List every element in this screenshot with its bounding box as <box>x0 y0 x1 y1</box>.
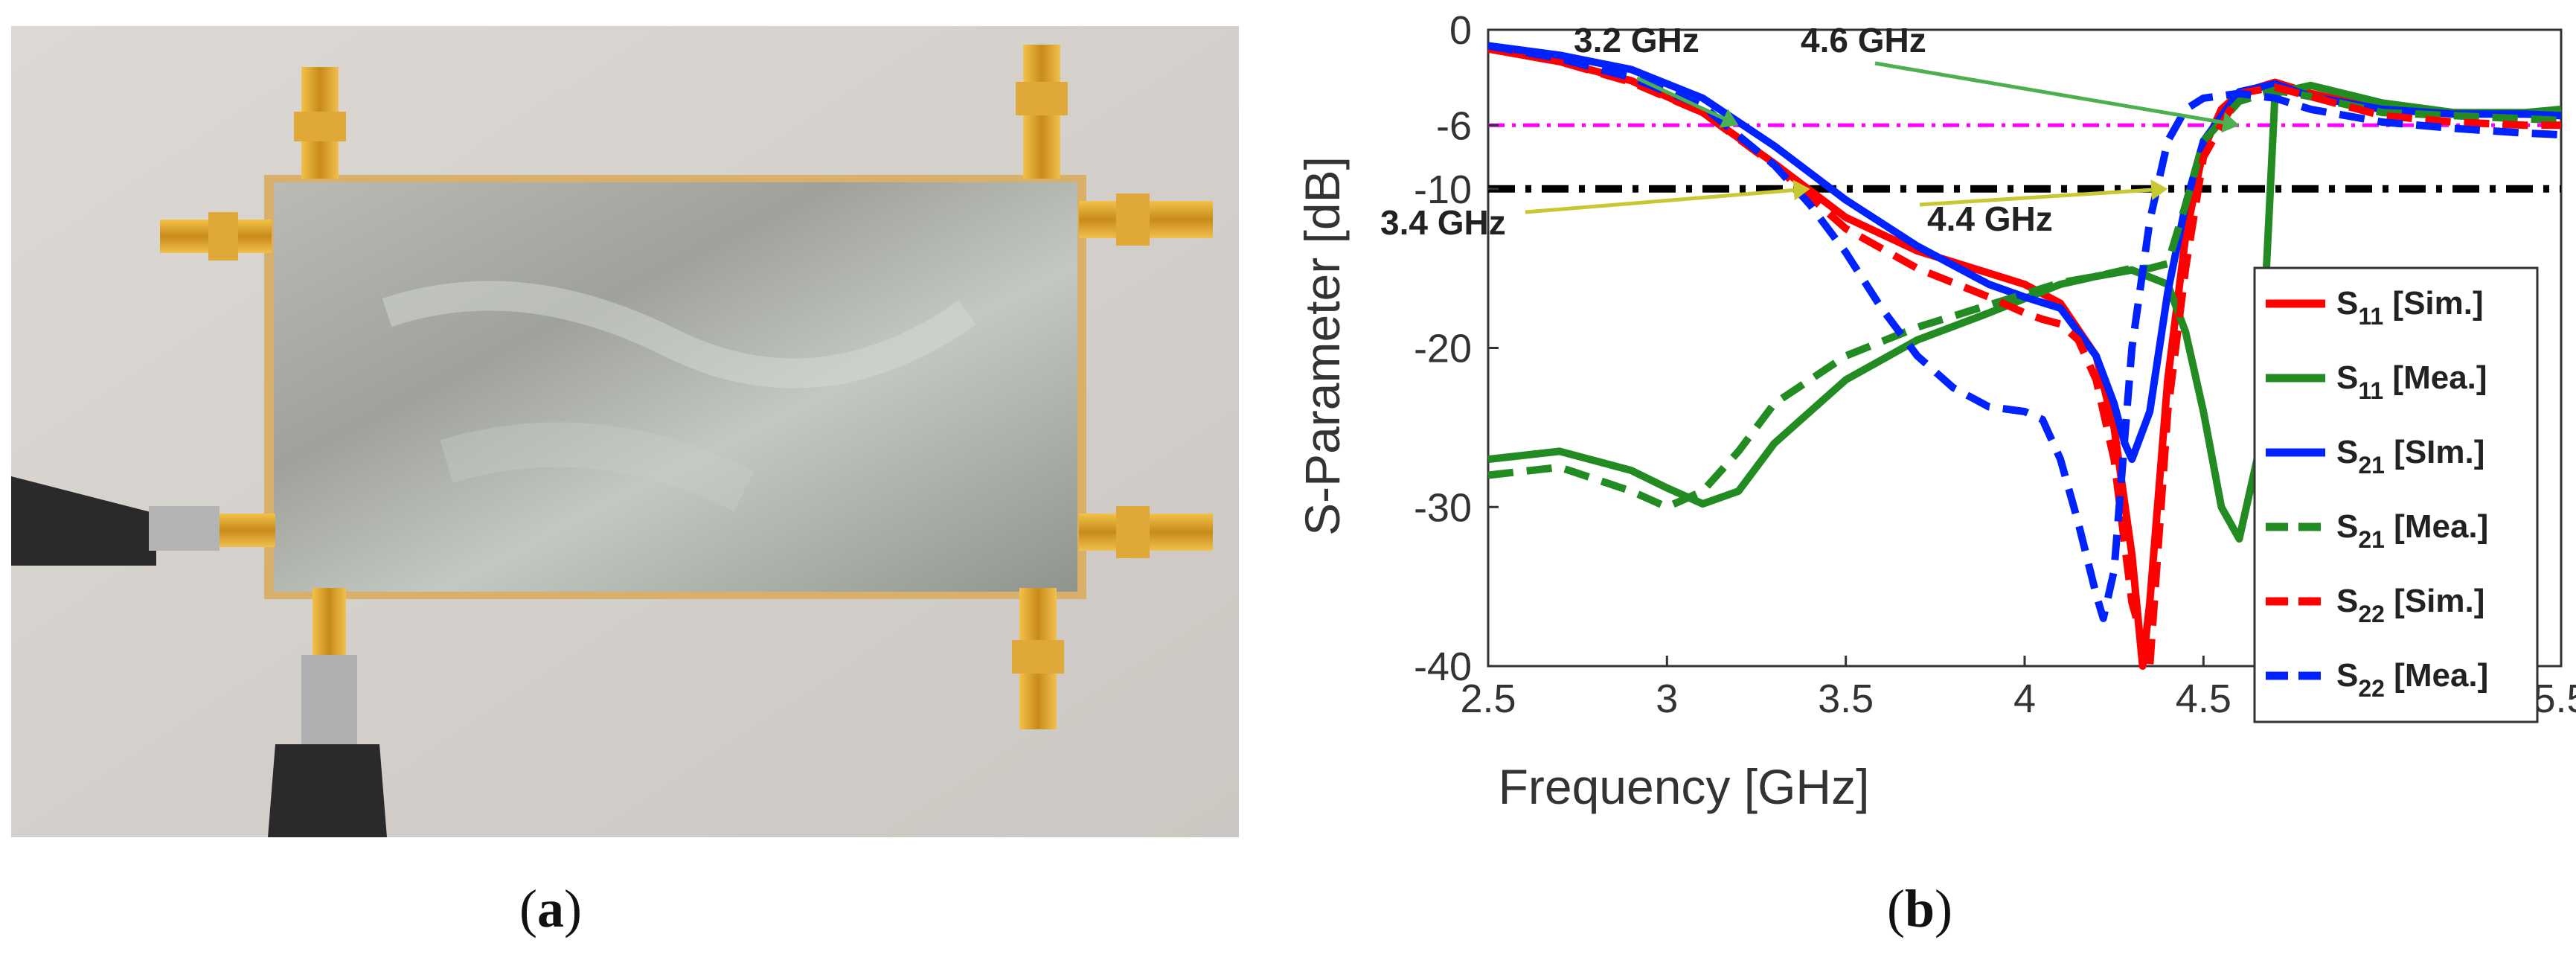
sma-connector-top-left <box>294 67 346 179</box>
x-tick-label: 5.5 <box>2533 677 2576 721</box>
legend-entry: S11 [Mea.] <box>2336 359 2487 404</box>
y-tick-label: -6 <box>1436 103 1472 148</box>
annotation-arrow <box>1635 76 1725 121</box>
y-tick-label: -40 <box>1414 645 1472 689</box>
x-tick-label: 3.5 <box>1818 677 1874 721</box>
x-tick-label: 3 <box>1656 677 1678 721</box>
caption-a: (a) <box>519 879 582 938</box>
device-photo-panel <box>0 0 1250 848</box>
sma-connector-right-lower <box>1079 506 1213 558</box>
y-tick-label: -20 <box>1414 327 1472 371</box>
sma-connector-left-upper <box>160 212 272 260</box>
legend-box <box>2253 266 2539 723</box>
series-line-6 <box>1487 42 2562 622</box>
sma-connector-bottom-right <box>1012 588 1064 729</box>
y-tick-label: -10 <box>1414 167 1472 212</box>
annotation-arrowhead <box>1792 179 1810 201</box>
x-axis-label: Frequency [GHz] <box>1499 759 1870 814</box>
sma-connector-right-upper <box>1079 194 1213 246</box>
legend-entry: S22 [Sim.] <box>2336 583 2484 627</box>
metal-ground-plane <box>274 182 1077 592</box>
annotation-arrow <box>1919 188 2152 207</box>
annotation-label: 3.4 GHz <box>1380 203 1506 242</box>
x-tick-label: 4.5 <box>2176 677 2231 721</box>
y-tick-label: -30 <box>1414 485 1472 530</box>
sma-connector-left-lower <box>216 514 275 547</box>
annotation-arrowhead <box>2150 179 2168 201</box>
legend-entry: S22 [Mea.] <box>2336 657 2488 702</box>
y-axis-label: S-Parameter [dB] <box>1295 156 1350 536</box>
series-line-2 <box>1487 81 2562 543</box>
annotation-label: 3.2 GHz <box>1574 21 1699 60</box>
annotation-arrowhead <box>1719 109 1739 128</box>
device-photo <box>11 26 1239 837</box>
x-tick-label: 2.5 <box>1460 677 1516 721</box>
coax-cable-bottom <box>268 655 387 837</box>
annotation-arrowhead <box>2221 112 2240 133</box>
legend-entry: S21 [SIm.] <box>2336 434 2484 479</box>
legend-entry: S11 [Sim.] <box>2336 285 2484 330</box>
s-parameter-chart: 2.533.544.555.50-6-10-20-30-40 3.2 GHz4.… <box>1265 0 2576 848</box>
legend-entry: S21 [Mea.] <box>2336 508 2488 553</box>
annotation-arrow <box>1874 61 2224 125</box>
annotation-label: 4.6 GHz <box>1801 21 1926 60</box>
annotation-label: 4.4 GHz <box>1927 199 2053 238</box>
y-tick-label: 0 <box>1449 8 1472 53</box>
s-parameter-plot: 2.533.544.555.50-6-10-20-30-40 3.2 GHz4.… <box>1295 8 2576 814</box>
caption-b: (b) <box>1886 879 1952 938</box>
x-tick-label: 4 <box>2013 677 2036 721</box>
coax-cable-left <box>11 476 220 566</box>
sma-connector-top-right <box>1016 45 1068 179</box>
annotation-arrow <box>1525 188 1794 214</box>
